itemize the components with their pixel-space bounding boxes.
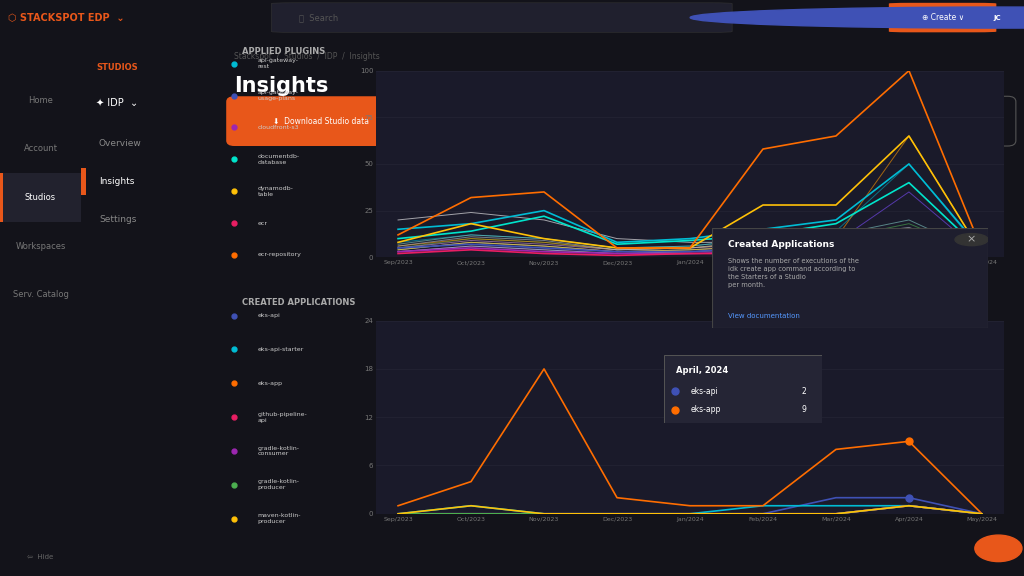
Text: ⬡ STACKSPOT EDP  ⌄: ⬡ STACKSPOT EDP ⌄ [8,13,125,22]
Text: maven-kotlin-
producer: maven-kotlin- producer [258,513,301,524]
Text: dynamodb-
table: dynamodb- table [258,186,294,196]
Text: 9: 9 [802,406,807,414]
Text: View documentation: View documentation [728,313,800,319]
Text: Serv. Catalog: Serv. Catalog [12,290,69,300]
FancyBboxPatch shape [664,355,822,423]
Text: ⊕  Add data panel: ⊕ Add data panel [885,116,954,126]
Text: eks-app: eks-app [690,406,721,414]
Text: Insights: Insights [234,76,329,96]
Text: 🔍  Search: 🔍 Search [299,13,338,22]
Circle shape [955,234,988,245]
Text: Studios: Studios [25,193,56,202]
Text: Workspaces: Workspaces [15,241,66,251]
Text: Home: Home [28,96,53,104]
FancyBboxPatch shape [271,3,732,32]
Text: eks-api-starter: eks-api-starter [258,347,304,352]
Text: ×: × [967,234,976,245]
Text: Account: Account [24,144,57,153]
Text: api-gateway-
usage-plans: api-gateway- usage-plans [258,90,299,101]
Text: Settings: Settings [99,214,136,223]
Text: cloudfront-s3: cloudfront-s3 [258,125,299,130]
Bar [0,173,81,222]
Text: STUDIOS: STUDIOS [96,63,138,73]
Text: CREATED APPLICATIONS: CREATED APPLICATIONS [242,297,355,306]
Text: Created Applications: Created Applications [728,240,835,249]
Circle shape [690,7,1024,28]
Text: ✦ IDP  ⌄: ✦ IDP ⌄ [96,97,138,108]
FancyBboxPatch shape [226,96,418,146]
Text: github-pipeline-
api: github-pipeline- api [258,412,307,423]
Text: documentdb-
database: documentdb- database [258,154,300,165]
Text: ⊕ Create ∨: ⊕ Create ∨ [922,13,965,22]
Text: Shows the number of executions of the
idk create app command according to
the St: Shows the number of executions of the id… [728,258,859,288]
Text: April, 2024: April, 2024 [676,366,728,376]
Text: ⇦  Hide: ⇦ Hide [28,554,53,560]
Text: gradle-kotlin-
producer: gradle-kotlin- producer [258,479,300,490]
Text: eks-app: eks-app [258,381,283,386]
Text: ecr: ecr [258,221,267,226]
Text: api-gateway-
rest: api-gateway- rest [258,58,299,69]
Bar [0,173,3,222]
Text: JC: JC [993,14,1001,21]
Bar [81,168,86,195]
Text: eks-api: eks-api [690,387,718,396]
Text: APPLIED PLUGINS: APPLIED PLUGINS [242,47,326,56]
Text: ecr-repository: ecr-repository [258,252,302,257]
Text: Overview: Overview [99,139,141,148]
Text: eks-api: eks-api [258,313,281,318]
Text: ⬇  Download Studio data: ⬇ Download Studio data [273,116,370,126]
FancyBboxPatch shape [712,228,988,328]
FancyBboxPatch shape [889,3,996,32]
Text: Stackspot  /  Studios  /  IDP  /  Insights: Stackspot / Studios / IDP / Insights [234,52,380,62]
Text: 2: 2 [802,387,807,396]
Text: Insights: Insights [99,177,134,185]
Text: gradle-kotlin-
consumer: gradle-kotlin- consumer [258,446,300,456]
